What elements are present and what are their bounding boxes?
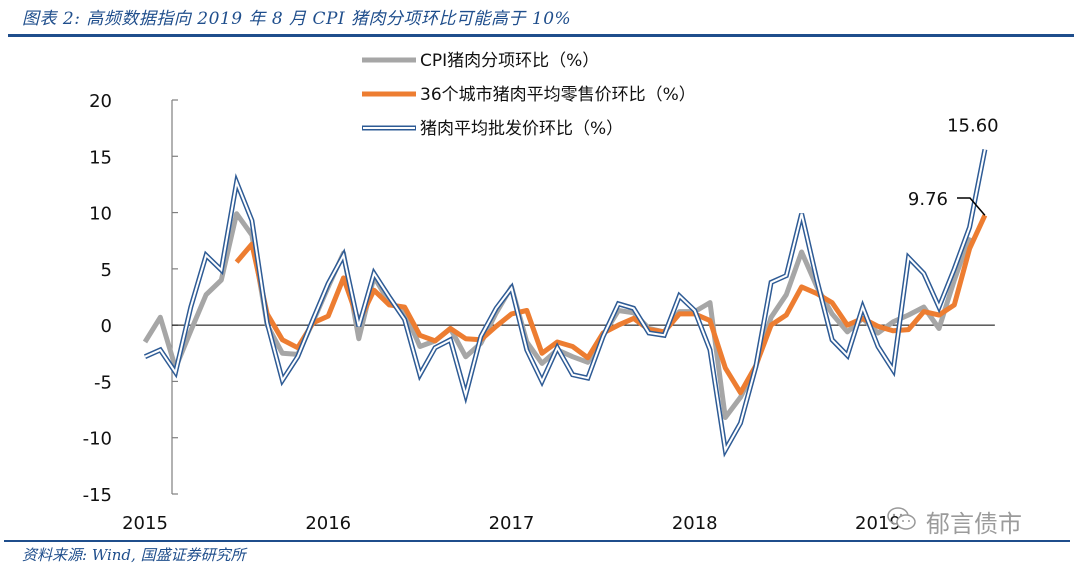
y-tick-label: 0 xyxy=(101,316,112,337)
series-3 xyxy=(143,149,988,458)
series-line-inner xyxy=(144,149,986,454)
y-tick-label: -15 xyxy=(83,485,112,506)
header-divider xyxy=(8,34,1074,37)
wechat-icon xyxy=(887,507,916,530)
chart-title: 图表 2: 高频数据指向 2019 年 8 月 CPI 猪肉分项环比可能高于 1… xyxy=(22,9,572,29)
y-tick-label: 5 xyxy=(101,260,112,281)
x-tick-label: 2017 xyxy=(489,513,535,534)
data-label-retail: 9.76 xyxy=(908,189,948,210)
source-note: 资料来源: Wind, 国盛证券研究所 xyxy=(22,546,246,564)
series-line-outer xyxy=(143,149,988,458)
y-tick-label: -10 xyxy=(83,429,112,450)
series-line xyxy=(234,214,988,396)
y-tick-label: 10 xyxy=(89,204,112,225)
x-tick-label: 2019 xyxy=(855,513,901,534)
legend-label: CPI猪肉分项环比（%） xyxy=(420,51,599,71)
data-label-wholesale: 15.60 xyxy=(947,116,999,137)
x-tick-label: 2016 xyxy=(305,513,351,534)
legend-label: 猪肉平均批发价环比（%） xyxy=(420,119,623,139)
x-tick-label: 2018 xyxy=(672,513,718,534)
y-tick-label: -5 xyxy=(94,372,112,393)
y-tick-label: 20 xyxy=(89,91,112,112)
legend: CPI猪肉分项环比（%） 36个城市猪肉平均零售价环比（%） 猪肉平均批发价环比（%… xyxy=(362,51,696,139)
watermark: 郁言债市 xyxy=(926,510,1022,538)
annotations: 15.60 9.76 xyxy=(908,116,999,216)
y-tick-label: 15 xyxy=(89,147,112,168)
x-tick-label: 2015 xyxy=(122,513,168,534)
data-label-leader xyxy=(957,197,986,216)
series-2 xyxy=(234,214,988,396)
axes: -15 -10 -5 0 5 10 15 20 2015 2016 2017 2018 2019 xyxy=(83,91,995,534)
footer-divider xyxy=(4,540,1070,542)
series-layer xyxy=(142,149,988,458)
legend-label: 36个城市猪肉平均零售价环比（%） xyxy=(420,85,696,105)
